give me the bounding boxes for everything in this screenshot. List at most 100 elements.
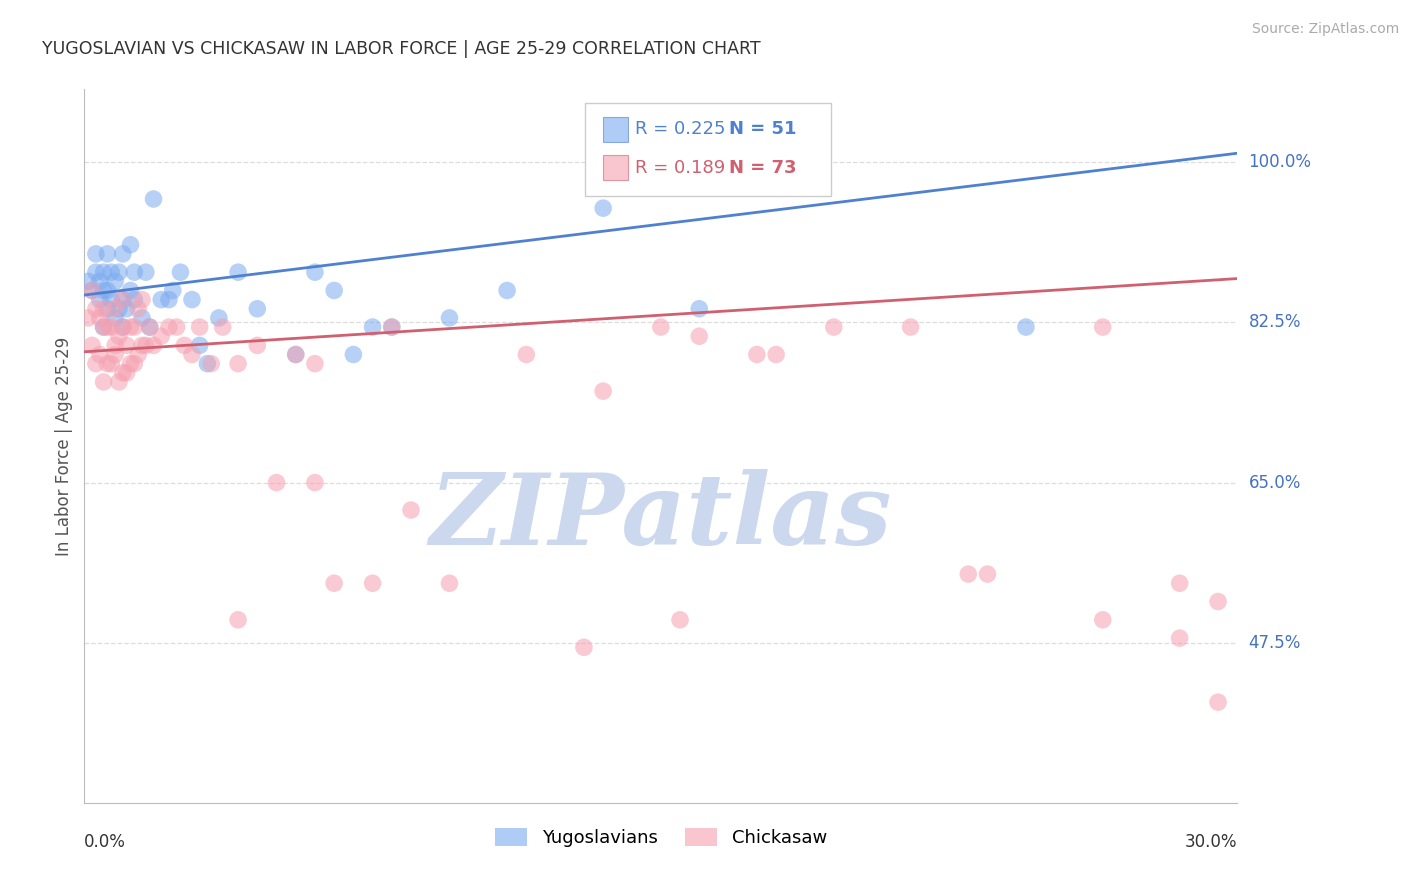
Text: 82.5%: 82.5% [1249,313,1301,332]
Chickasaw [211,320,233,334]
Yugoslavians [108,301,131,316]
Text: N = 73: N = 73 [730,159,797,177]
Yugoslavians [84,247,107,261]
Chickasaw [77,310,100,325]
Text: YUGOSLAVIAN VS CHICKASAW IN LABOR FORCE | AGE 25-29 CORRELATION CHART: YUGOSLAVIAN VS CHICKASAW IN LABOR FORCE … [42,40,761,58]
Yugoslavians [124,265,146,279]
Chickasaw [127,347,149,361]
Chickasaw [100,320,122,334]
Chickasaw [104,338,127,352]
Yugoslavians [226,265,249,279]
Chickasaw [246,338,269,352]
Yugoslavians [169,265,191,279]
Chickasaw [104,347,127,361]
Chickasaw [823,320,845,334]
Yugoslavians [96,301,118,316]
Yugoslavians [246,301,269,316]
Yugoslavians [142,192,165,206]
Text: 100.0%: 100.0% [1249,153,1312,171]
Yugoslavians [323,284,346,298]
Yugoslavians [381,320,404,334]
Text: 30.0%: 30.0% [1185,833,1237,851]
Yugoslavians [496,284,519,298]
Chickasaw [138,320,160,334]
Yugoslavians [104,274,127,288]
Chickasaw [173,338,195,352]
Chickasaw [399,503,422,517]
Chickasaw [115,338,138,352]
Text: R = 0.189: R = 0.189 [636,159,725,177]
Chickasaw [96,320,118,334]
Yugoslavians [124,293,146,307]
Chickasaw [381,320,404,334]
Chickasaw [80,338,103,352]
Yugoslavians [208,310,231,325]
Yugoslavians [195,357,218,371]
Chickasaw [200,357,222,371]
Yugoslavians [115,301,138,316]
Chickasaw [93,301,115,316]
Chickasaw [131,293,153,307]
Text: 65.0%: 65.0% [1249,474,1301,491]
Chickasaw [688,329,710,343]
Chickasaw [592,384,614,398]
Chickasaw [108,329,131,343]
Yugoslavians [89,293,111,307]
Yugoslavians [157,293,180,307]
Text: Source: ZipAtlas.com: Source: ZipAtlas.com [1251,22,1399,37]
Chickasaw [108,375,131,389]
Yugoslavians [104,310,127,325]
Yugoslavians [361,320,384,334]
Chickasaw [361,576,384,591]
Chickasaw [226,357,249,371]
Chickasaw [304,475,326,490]
Chickasaw [157,320,180,334]
Yugoslavians [592,201,614,215]
Chickasaw [188,320,211,334]
Yugoslavians [111,293,134,307]
Yugoslavians [77,274,100,288]
Yugoslavians [162,284,184,298]
Yugoslavians [138,320,160,334]
Chickasaw [89,347,111,361]
Chickasaw [111,293,134,307]
Chickasaw [111,320,134,334]
Yugoslavians [135,265,157,279]
Yugoslavians [150,293,173,307]
Chickasaw [323,576,346,591]
Chickasaw [515,347,537,361]
Yugoslavians [84,265,107,279]
Chickasaw [650,320,672,334]
Chickasaw [93,375,115,389]
Chickasaw [124,357,146,371]
Chickasaw [142,338,165,352]
Chickasaw [957,567,980,582]
Chickasaw [900,320,922,334]
Yugoslavians [131,310,153,325]
Chickasaw [765,347,787,361]
Chickasaw [284,347,307,361]
Yugoslavians [89,274,111,288]
Yugoslavians [120,284,142,298]
Y-axis label: In Labor Force | Age 25-29: In Labor Force | Age 25-29 [55,336,73,556]
Yugoslavians [100,265,122,279]
Chickasaw [89,310,111,325]
Yugoslavians [342,347,364,361]
Chickasaw [304,357,326,371]
Chickasaw [1168,576,1191,591]
Chickasaw [84,301,107,316]
Text: R = 0.225: R = 0.225 [636,120,725,138]
Text: 47.5%: 47.5% [1249,633,1301,652]
Chickasaw [96,357,118,371]
Yugoslavians [304,265,326,279]
Chickasaw [93,320,115,334]
Legend: Yugoslavians, Chickasaw: Yugoslavians, Chickasaw [488,821,834,855]
Chickasaw [120,320,142,334]
Yugoslavians [96,284,118,298]
Yugoslavians [100,293,122,307]
Chickasaw [80,284,103,298]
Yugoslavians [93,320,115,334]
Chickasaw [166,320,188,334]
Yugoslavians [1015,320,1038,334]
Yugoslavians [93,284,115,298]
